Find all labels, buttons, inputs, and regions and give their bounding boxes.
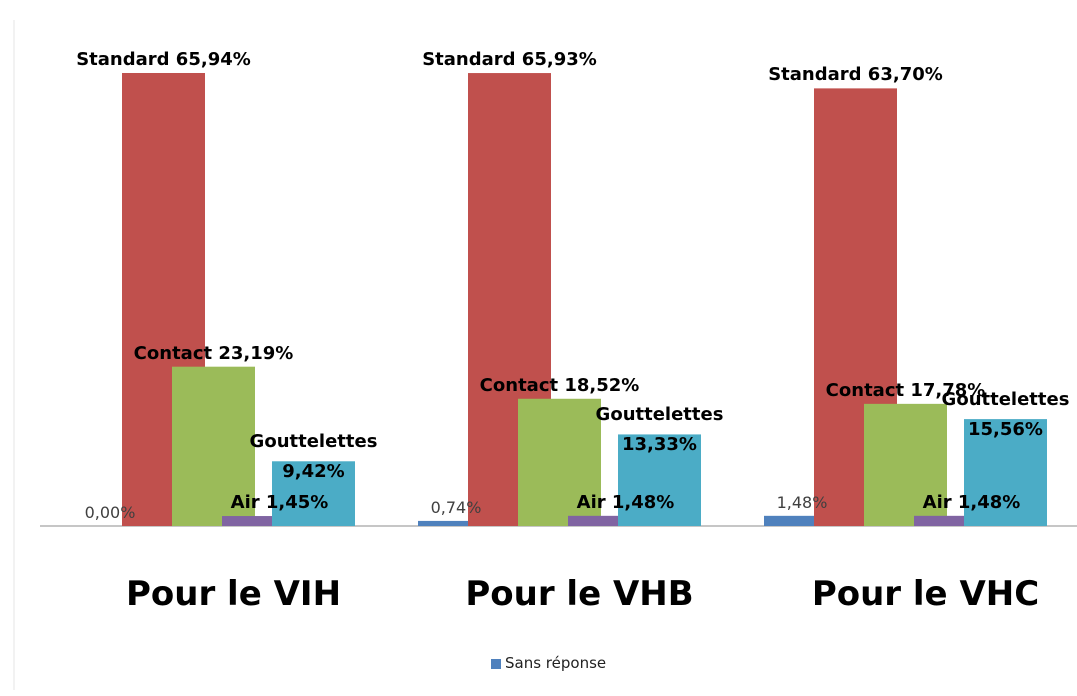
data-label: Contact 23,19% — [133, 342, 294, 364]
bar — [618, 434, 701, 526]
data-label: 0,74% — [430, 497, 482, 517]
bar — [518, 398, 601, 526]
bar — [418, 520, 501, 526]
bar — [914, 515, 997, 526]
bar — [864, 403, 947, 526]
data-label: Gouttelettes 15,56% — [941, 389, 1070, 441]
legend-label: Sans réponse — [505, 654, 607, 672]
category-label: Pour le VIH — [125, 574, 342, 614]
data-label: Standard 65,94% — [76, 48, 251, 70]
data-label: Standard 63,70% — [768, 64, 943, 86]
data-label: Contact 17,78% — [825, 379, 986, 401]
data-label: Air 1,48% — [576, 491, 675, 513]
bar — [222, 516, 305, 526]
data-label: Gouttelettes 13,33% — [595, 404, 724, 456]
data-label: Gouttelettes 9,42% — [249, 431, 378, 483]
bar — [272, 461, 355, 526]
bar — [764, 515, 847, 526]
bar — [964, 419, 1047, 526]
category-label: Pour le VHC — [811, 574, 1040, 614]
data-label: 1,48% — [776, 492, 828, 512]
data-label: Contact 18,52% — [479, 374, 640, 396]
bar — [172, 366, 255, 526]
category-label: Pour le VHB — [465, 574, 694, 614]
data-label: 0,00% — [84, 503, 136, 522]
data-label: Air 1,48% — [922, 491, 1021, 513]
data-label: Air 1,45% — [230, 492, 329, 514]
bar — [568, 515, 651, 526]
legend-swatch — [491, 659, 501, 669]
data-label: Standard 65,93% — [422, 49, 597, 71]
